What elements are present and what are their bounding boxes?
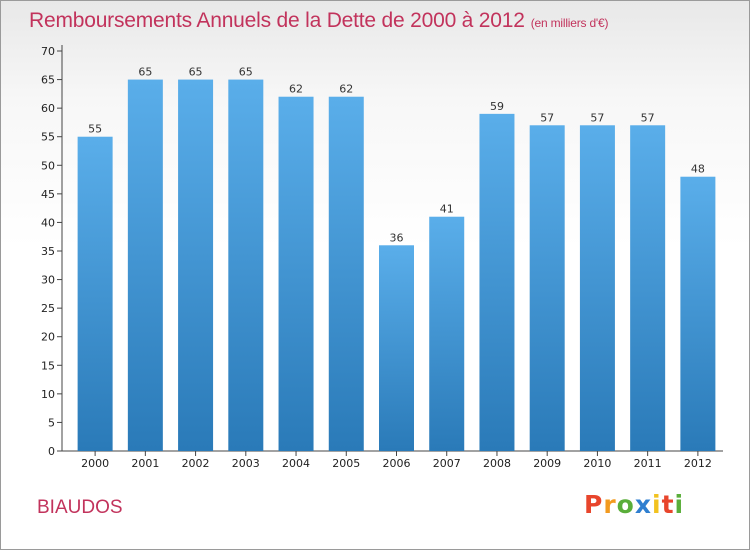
y-tick-label: 10 xyxy=(41,388,55,401)
logo-letter: o xyxy=(616,490,635,519)
x-tick-label: 2000 xyxy=(81,457,109,470)
logo-letter: x xyxy=(634,490,652,519)
y-tick-label: 20 xyxy=(41,331,55,344)
y-tick-label: 35 xyxy=(41,245,55,258)
y-tick-label: 70 xyxy=(41,45,55,58)
bar-2005 xyxy=(328,96,364,451)
y-tick-label: 40 xyxy=(41,216,55,229)
x-tick-label: 2005 xyxy=(332,457,360,470)
bar-2000 xyxy=(77,136,113,451)
bar-value-label: 62 xyxy=(339,83,353,96)
x-tick-label: 2012 xyxy=(684,457,712,470)
bar-value-label: 41 xyxy=(440,203,454,216)
bar-value-label: 65 xyxy=(138,66,152,79)
chart-unit-note: (en milliers d'€) xyxy=(530,16,609,30)
bar-2001 xyxy=(127,79,163,452)
bar-value-label: 36 xyxy=(390,231,404,244)
bar-value-label: 65 xyxy=(189,66,203,79)
y-tick-label: 30 xyxy=(41,274,55,287)
bar-value-label: 57 xyxy=(540,111,554,124)
y-tick-label: 65 xyxy=(41,74,55,87)
y-tick-label: 55 xyxy=(41,131,55,144)
bar-value-label: 57 xyxy=(590,111,604,124)
commune-name: BIAUDOS xyxy=(37,497,123,518)
logo-letter: P xyxy=(584,490,604,519)
bar-value-label: 55 xyxy=(88,123,102,136)
x-tick-label: 2010 xyxy=(583,457,611,470)
x-tick-label: 2003 xyxy=(232,457,260,470)
bar-2010 xyxy=(579,125,615,452)
x-tick-label: 2009 xyxy=(533,457,561,470)
bar-value-label: 59 xyxy=(490,100,504,113)
y-tick-label: 0 xyxy=(48,445,55,458)
bar-2006 xyxy=(379,245,414,451)
y-tick-label: 50 xyxy=(41,159,55,172)
bar-2002 xyxy=(178,79,214,452)
bar-value-label: 65 xyxy=(239,66,253,79)
bar-2004 xyxy=(278,96,314,451)
logo-letter: i xyxy=(652,490,662,519)
bar-2003 xyxy=(228,79,264,452)
x-tick-label: 2002 xyxy=(182,457,210,470)
proxiti-logo: Proxiti xyxy=(584,490,684,519)
y-tick-label: 45 xyxy=(41,188,55,201)
bar-value-label: 48 xyxy=(691,163,705,176)
x-tick-label: 2007 xyxy=(433,457,461,470)
x-tick-label: 2008 xyxy=(483,457,511,470)
bar-2012 xyxy=(680,176,716,451)
logo-letter: r xyxy=(603,490,617,519)
bar-2008 xyxy=(479,113,515,451)
y-tick-label: 5 xyxy=(48,416,55,429)
bar-value-label: 57 xyxy=(641,111,655,124)
y-tick-label: 15 xyxy=(41,359,55,372)
bar-value-label: 62 xyxy=(289,83,303,96)
x-tick-label: 2004 xyxy=(282,457,310,470)
bar-2011 xyxy=(630,125,666,452)
bar-2009 xyxy=(529,125,565,452)
y-tick-label: 60 xyxy=(41,102,55,115)
x-tick-label: 2001 xyxy=(131,457,159,470)
logo-letter: i xyxy=(674,490,685,519)
y-tick-label: 25 xyxy=(41,302,55,315)
chart-title-text: Remboursements Annuels de la Dette de 20… xyxy=(29,9,525,32)
logo-letter: t xyxy=(661,490,675,519)
bar-2007 xyxy=(429,216,465,451)
x-tick-label: 2011 xyxy=(634,457,662,470)
chart-title: Remboursements Annuels de la Dette de 20… xyxy=(29,9,608,33)
x-tick-label: 2006 xyxy=(383,457,411,470)
